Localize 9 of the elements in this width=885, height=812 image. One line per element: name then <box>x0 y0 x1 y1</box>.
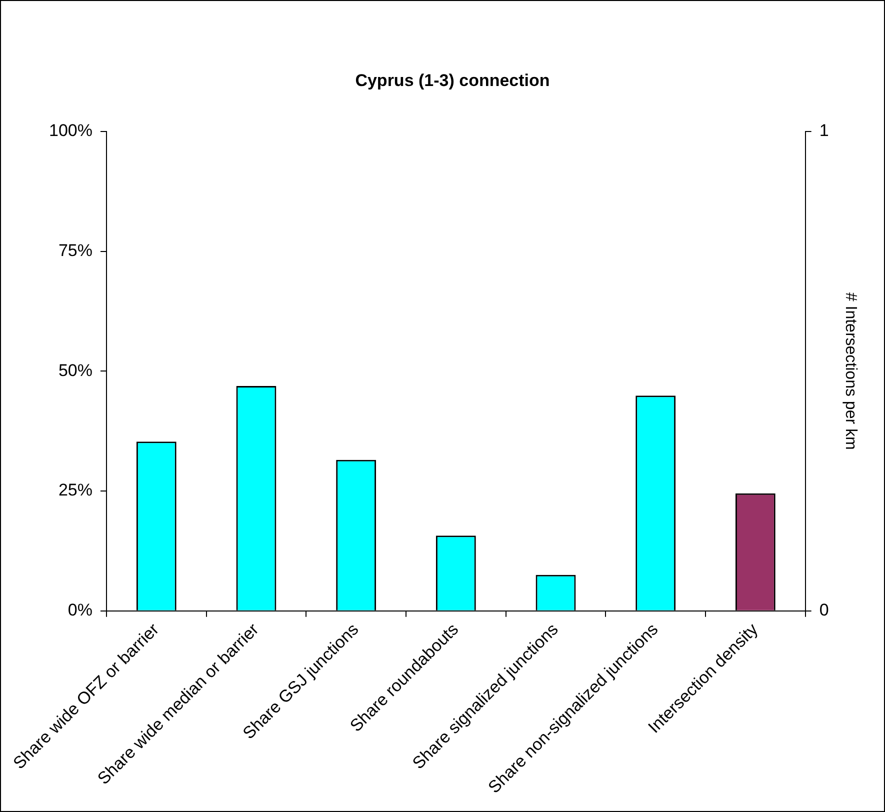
y-tick-label: 0% <box>68 600 92 620</box>
y-tick-label: 25% <box>58 480 92 500</box>
chart-title: Cyprus (1-3) connection <box>355 70 550 90</box>
y2-tick-label: 0 <box>819 600 829 620</box>
y-tick-label: 50% <box>58 360 92 380</box>
y-tick-label: 75% <box>58 240 92 260</box>
y-tick-label: 100% <box>48 121 92 140</box>
y2-axis-title: # Intersections per km <box>842 292 859 450</box>
y2-tick-label: 1 <box>819 121 829 140</box>
